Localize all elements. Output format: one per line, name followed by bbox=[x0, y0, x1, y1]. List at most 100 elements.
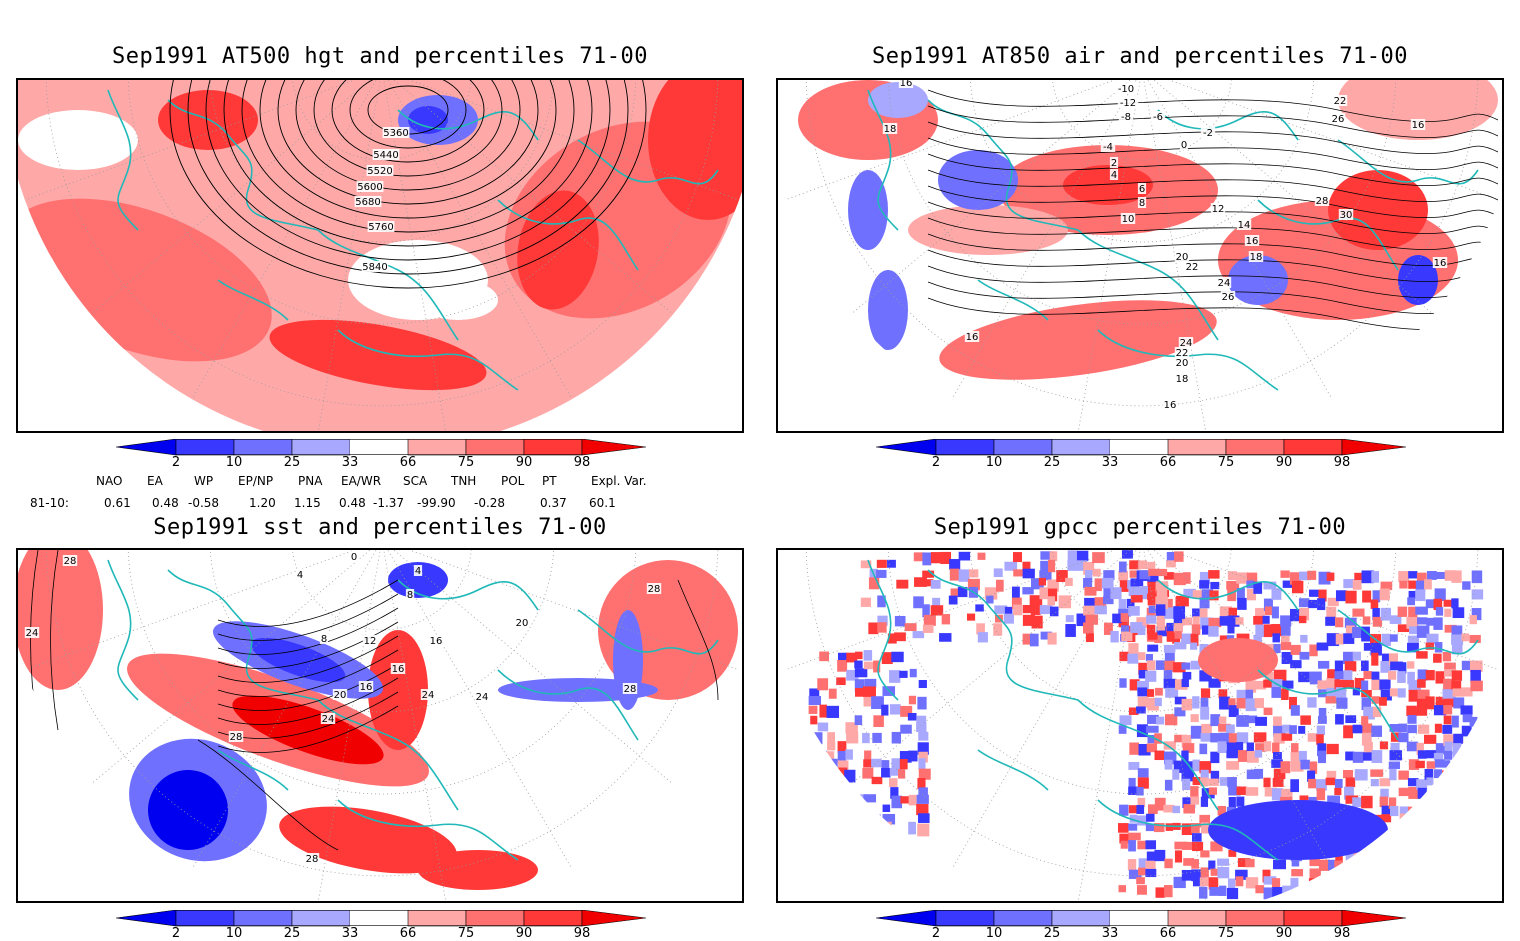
gpcc-cell-1072 bbox=[1174, 551, 1184, 562]
sst-contour-label-8: 24 bbox=[322, 714, 335, 725]
tele-header-pna: PNA bbox=[298, 474, 323, 488]
gpcc-cell-278 bbox=[1236, 742, 1244, 755]
gpcc-cell-165 bbox=[1190, 714, 1199, 723]
gpcc-cell-1005 bbox=[1039, 605, 1053, 615]
gpcc-cell-308 bbox=[1255, 624, 1265, 638]
gpcc-cell-53 bbox=[1137, 797, 1146, 807]
gpcc-cell-484 bbox=[1335, 687, 1347, 700]
gpcc-cell-370 bbox=[1280, 615, 1292, 627]
gpcc-cell-305 bbox=[1253, 581, 1263, 594]
gpcc-cell-162 bbox=[1190, 642, 1198, 650]
gpcc-cell-880 bbox=[872, 821, 881, 833]
gpcc-cell-833 bbox=[827, 823, 838, 834]
map-at500-svg: 5360 5440 5520 5600 5680 5760 5840 bbox=[18, 80, 742, 431]
gpcc-cell-906 bbox=[908, 695, 917, 705]
at500-contour-label-5840: 5840 bbox=[362, 262, 387, 273]
gpcc-cell-852 bbox=[844, 823, 853, 836]
gpcc-cell-965 bbox=[957, 586, 968, 598]
at850-coastline-2 bbox=[867, 89, 899, 231]
gpcc-cell-639 bbox=[1407, 597, 1416, 606]
gpcc-cell-568 bbox=[1370, 769, 1384, 777]
gpcc-cell-257 bbox=[1226, 761, 1240, 770]
gpcc-cell-371 bbox=[1281, 626, 1291, 636]
gpcc-cell-810 bbox=[808, 794, 822, 803]
gpcc-cell-166 bbox=[1190, 725, 1204, 739]
gpcc-cell-16 bbox=[1129, 570, 1140, 578]
sst-coastline-2 bbox=[107, 559, 139, 701]
gpcc-cell-130 bbox=[1173, 760, 1185, 773]
gpcc-cell-889 bbox=[891, 651, 904, 663]
colorbar-sst-label-25: 25 bbox=[283, 926, 301, 941]
gpcc-cell-426 bbox=[1307, 733, 1319, 742]
gpcc-cell-289 bbox=[1246, 589, 1256, 601]
gpcc-cell-498 bbox=[1345, 625, 1355, 635]
gpcc-cell-632 bbox=[1397, 859, 1407, 870]
gpcc-cell-573 bbox=[1370, 842, 1382, 851]
gpcc-cell-986 bbox=[1011, 586, 1020, 600]
gpcc-cell-281 bbox=[1236, 796, 1245, 807]
gpcc-cell-336 bbox=[1264, 787, 1278, 797]
gpcc-cell-741 bbox=[1442, 760, 1451, 768]
gpcc-cell-607 bbox=[1390, 742, 1400, 755]
gpcc-cell-907 bbox=[907, 713, 917, 721]
gpcc-cell-161 bbox=[1190, 633, 1199, 647]
gpcc-cell-978 bbox=[994, 605, 1008, 614]
gpcc-cell-793 bbox=[1470, 778, 1482, 787]
gpcc-cell-1030 bbox=[1085, 614, 1099, 625]
gpcc-cell-1063 bbox=[1156, 568, 1168, 577]
gpcc-cell-944 bbox=[913, 596, 924, 609]
gpcc-cell-277 bbox=[1236, 732, 1249, 744]
gpcc-cell-731 bbox=[1444, 669, 1457, 677]
gpcc-cell-314 bbox=[1255, 716, 1267, 726]
gpcc-cell-3 bbox=[1118, 608, 1131, 617]
colorbar-gpcc-segment-3 bbox=[1051, 910, 1111, 927]
map-at850: 16 18 -10 -12 -8 -6 -4 -2 0 2 4 6 8 10 12 14 16 18 20 22 24 2… bbox=[776, 78, 1504, 433]
gpcc-cell-742 bbox=[1442, 770, 1450, 782]
colorbar-at500: 2 10 25 33 66 75 90 98 bbox=[116, 439, 646, 473]
colorbar-at850-label-66: 66 bbox=[1159, 455, 1177, 470]
gpcc-cell-49 bbox=[1138, 743, 1151, 756]
gpcc-cell-946 bbox=[922, 552, 932, 566]
colorbar-gpcc-segment-1 bbox=[935, 910, 995, 927]
gpcc-cell-855 bbox=[854, 668, 868, 678]
gpcc-cell-1049 bbox=[1121, 631, 1133, 642]
gpcc-cell-596 bbox=[1380, 868, 1393, 882]
gpcc-cell-201 bbox=[1199, 877, 1210, 887]
gpcc-cell-482 bbox=[1334, 671, 1346, 680]
gpcc-cell-977 bbox=[995, 579, 1004, 592]
sst-contour-label-3: 0 bbox=[351, 552, 357, 563]
gpcc-cell-612 bbox=[1390, 806, 1399, 817]
gpcc-cell-781 bbox=[1462, 786, 1476, 798]
gpcc-cell-1010 bbox=[1047, 588, 1058, 602]
gpcc-cell-307 bbox=[1253, 615, 1264, 625]
gpcc-cell-493 bbox=[1334, 860, 1343, 870]
gpcc-cell-517 bbox=[1352, 580, 1362, 590]
gpcc-cell-279 bbox=[1237, 750, 1251, 762]
gpcc-cell-665 bbox=[1415, 589, 1426, 602]
gpcc-cell-1044 bbox=[1112, 613, 1122, 624]
gpcc-cell-949 bbox=[922, 604, 930, 618]
gpcc-cell-766 bbox=[1453, 795, 1466, 804]
gpcc-cell-856 bbox=[854, 679, 865, 692]
colorbar-at850-label-75: 75 bbox=[1217, 455, 1235, 470]
gpcc-cell-973 bbox=[977, 632, 988, 643]
gpcc-cell-164 bbox=[1192, 696, 1200, 709]
map-gpcc bbox=[776, 548, 1504, 903]
gpcc-cell-503 bbox=[1343, 679, 1355, 688]
gpcc-cell-23 bbox=[1127, 653, 1139, 664]
gpcc-cell-395 bbox=[1291, 743, 1299, 755]
at850-contour-label-10: 4 bbox=[1111, 170, 1117, 181]
gpcc-cell-169 bbox=[1190, 786, 1199, 799]
gpcc-cell-557 bbox=[1372, 608, 1380, 621]
gpcc-cell-1051 bbox=[1130, 578, 1144, 591]
gpcc-cell-637 bbox=[1408, 580, 1421, 589]
gpcc-cell-211 bbox=[1210, 714, 1221, 727]
gpcc-cell-879 bbox=[872, 814, 881, 822]
gpcc-cell-151 bbox=[1182, 797, 1196, 809]
gpcc-cell-865 bbox=[862, 686, 876, 698]
gpcc-cell-545 bbox=[1362, 723, 1373, 735]
gpcc-cell-1000 bbox=[1040, 551, 1053, 560]
gpcc-cell-32 bbox=[1128, 823, 1138, 831]
gpcc-cell-883 bbox=[881, 704, 889, 716]
